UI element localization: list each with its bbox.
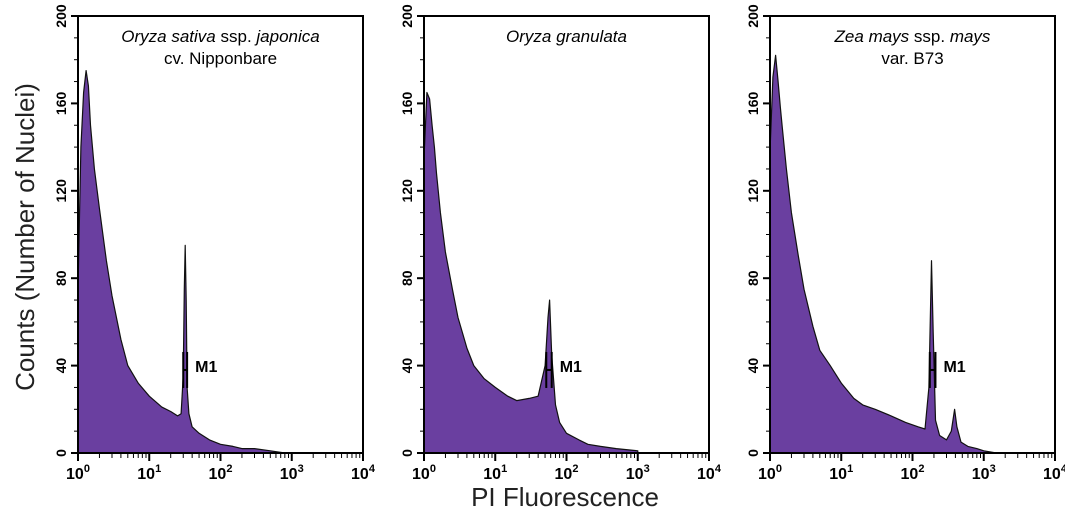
y-axis-title: Counts (Number of Nuclei) (10, 83, 40, 391)
panel-title-line-2: Oryza granulata (506, 27, 627, 46)
panel-title-line-1: cv. Nipponbare (164, 49, 277, 68)
y-tick-label-2: 160 (399, 92, 415, 116)
chart-panel-3: 100 101 102 103 104 0 40 80 120 160 200 Zea mays ss… (745, 4, 1065, 483)
y-tick-label-2: 0 (399, 449, 415, 457)
panel-title-line-1: Oryza sativa ssp. japonica (121, 27, 319, 46)
y-tick-label-1: 200 (53, 4, 69, 28)
x-tick-label-1: 104 (351, 463, 376, 483)
x-tick-label-1: 101 (137, 463, 161, 483)
chart-panel-1: 100 101 102 103 104 0 40 80 120 160 200 Oryza sativ… (53, 4, 376, 483)
x-tick-label-2: 103 (626, 463, 650, 483)
x-tick-label-2: 104 (697, 463, 722, 483)
x-tick-label-2: 101 (483, 463, 507, 483)
x-tick-label-1: 100 (66, 463, 90, 483)
marker-label-2: M1 (560, 359, 582, 376)
y-tick-label-3: 160 (745, 92, 761, 116)
histogram-area-1 (77, 70, 293, 454)
y-tick-label-2: 120 (399, 179, 415, 203)
histogram-area-2 (423, 91, 639, 454)
x-tick-label-3: 101 (829, 463, 853, 483)
y-tick-label-1: 40 (53, 358, 69, 374)
marker-label-3: M1 (943, 359, 965, 376)
y-tick-label-3: 0 (745, 449, 761, 457)
x-tick-label-3: 100 (758, 463, 782, 483)
y-tick-label-1: 80 (53, 270, 69, 286)
marker-label-1: M1 (195, 359, 217, 376)
y-tick-label-2: 80 (399, 270, 415, 286)
x-axis-title: PI Fluorescence (471, 482, 659, 512)
y-tick-label-3: 80 (745, 270, 761, 286)
y-tick-label-1: 160 (53, 92, 69, 116)
panel-title-line-3: Zea mays ssp. mays (834, 27, 991, 46)
chart-panel-2: 100 101 102 103 104 0 40 80 120 160 200 Oryza granu… (399, 4, 722, 483)
y-tick-label-3: 40 (745, 358, 761, 374)
x-tick-label-2: 102 (555, 463, 579, 483)
y-tick-label-3: 200 (745, 4, 761, 28)
x-tick-label-3: 102 (901, 463, 925, 483)
x-tick-label-3: 103 (972, 463, 996, 483)
y-tick-label-1: 0 (53, 449, 69, 457)
panels: 100 101 102 103 104 0 40 80 120 160 200 Oryza sativ… (53, 4, 1065, 483)
x-tick-label-1: 103 (280, 463, 304, 483)
y-tick-label-2: 40 (399, 358, 415, 374)
x-tick-label-3: 104 (1043, 463, 1065, 483)
panel-title-line-3: var. B73 (881, 49, 943, 68)
y-tick-label-3: 120 (745, 179, 761, 203)
y-tick-label-2: 200 (399, 4, 415, 28)
y-tick-label-1: 120 (53, 179, 69, 203)
histogram-area-3 (769, 54, 997, 454)
x-tick-label-2: 100 (412, 463, 436, 483)
x-tick-label-1: 102 (209, 463, 233, 483)
